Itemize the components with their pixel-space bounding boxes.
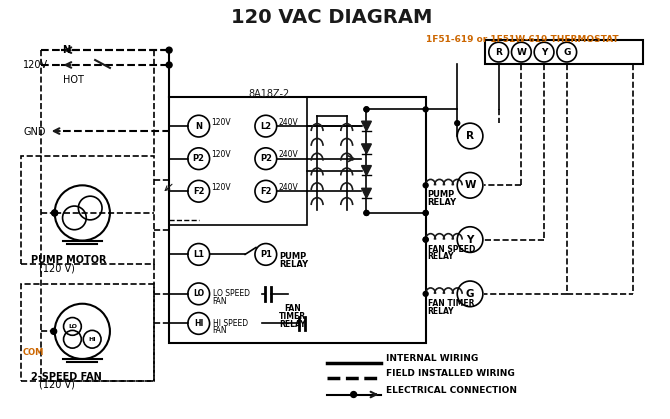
Circle shape [423,291,428,296]
Polygon shape [362,144,371,154]
Circle shape [364,210,369,215]
Text: PUMP: PUMP [427,190,455,199]
Text: W: W [464,180,476,190]
Circle shape [423,237,428,242]
Text: N: N [195,122,202,131]
Text: L2: L2 [260,122,271,131]
Text: F2: F2 [193,187,204,196]
Text: RELAY: RELAY [427,252,454,261]
Text: 120V: 120V [212,183,231,192]
Text: LO: LO [68,324,77,329]
Text: G: G [466,289,474,299]
Text: 120 VAC DIAGRAM: 120 VAC DIAGRAM [231,8,433,27]
Circle shape [423,183,428,188]
Circle shape [364,107,369,112]
Text: F2: F2 [260,187,271,196]
Polygon shape [362,121,371,131]
Bar [169,96,425,343]
Text: N: N [62,45,71,55]
Circle shape [423,107,428,112]
Polygon shape [362,166,371,176]
Text: R: R [466,131,474,141]
Text: 8A18Z-2: 8A18Z-2 [248,89,289,98]
Text: P1: P1 [260,250,272,259]
Circle shape [51,328,57,334]
Bar [485,40,643,64]
Text: COM: COM [23,348,44,357]
Circle shape [166,62,172,68]
Text: PUMP: PUMP [279,252,307,261]
Text: HI SPEED: HI SPEED [212,318,248,328]
Text: P2: P2 [260,154,272,163]
Text: Y: Y [541,48,547,57]
Circle shape [364,107,369,112]
Text: HI: HI [88,337,96,342]
Text: W: W [517,48,527,57]
Bar [21,156,154,264]
Text: 240V: 240V [279,150,298,159]
Text: (120 V): (120 V) [39,380,75,390]
Text: G: G [563,48,570,57]
Bar [169,96,308,225]
Text: 120V: 120V [212,150,231,159]
Text: RELAY: RELAY [279,320,306,328]
Text: R: R [495,48,502,57]
Circle shape [52,210,58,216]
Text: 120V: 120V [23,60,48,70]
Text: HOT: HOT [62,75,84,85]
Text: (120 V): (120 V) [39,263,75,273]
Text: INTERNAL WIRING: INTERNAL WIRING [386,354,478,363]
Text: 1F51-619 or 1F51W-619 THERMOSTAT: 1F51-619 or 1F51W-619 THERMOSTAT [425,35,618,44]
Circle shape [350,391,356,398]
Text: 240V: 240V [279,183,298,192]
Text: L1: L1 [193,250,204,259]
Polygon shape [362,188,371,198]
Text: TIMER: TIMER [279,312,306,321]
Text: 240V: 240V [279,118,298,127]
Text: PUMP MOTOR: PUMP MOTOR [31,255,107,265]
Circle shape [166,47,172,53]
Text: 2-SPEED FAN: 2-SPEED FAN [31,372,102,382]
Text: HI: HI [194,319,204,328]
Text: ELECTRICAL CONNECTION: ELECTRICAL CONNECTION [386,386,517,395]
Text: 120V: 120V [212,118,231,127]
Text: LO SPEED: LO SPEED [212,289,249,298]
Text: RELAY: RELAY [279,260,309,269]
Circle shape [52,210,58,216]
Text: P2: P2 [193,154,205,163]
Circle shape [455,121,460,126]
Circle shape [423,237,428,242]
Text: FAN: FAN [284,304,301,313]
Circle shape [364,210,369,215]
Circle shape [423,210,428,215]
Text: GND: GND [23,127,46,137]
Text: RELAY: RELAY [427,198,457,207]
Circle shape [423,210,428,215]
Text: FIELD INSTALLED WIRING: FIELD INSTALLED WIRING [386,369,515,378]
Text: LO: LO [193,290,204,298]
Text: FAN: FAN [212,297,227,306]
Text: FAN TIMER: FAN TIMER [427,299,474,308]
Text: FAN: FAN [212,326,227,336]
Text: RELAY: RELAY [427,307,454,316]
Text: FAN SPEED: FAN SPEED [427,245,475,253]
Bar [21,284,154,381]
Text: Y: Y [466,235,474,245]
